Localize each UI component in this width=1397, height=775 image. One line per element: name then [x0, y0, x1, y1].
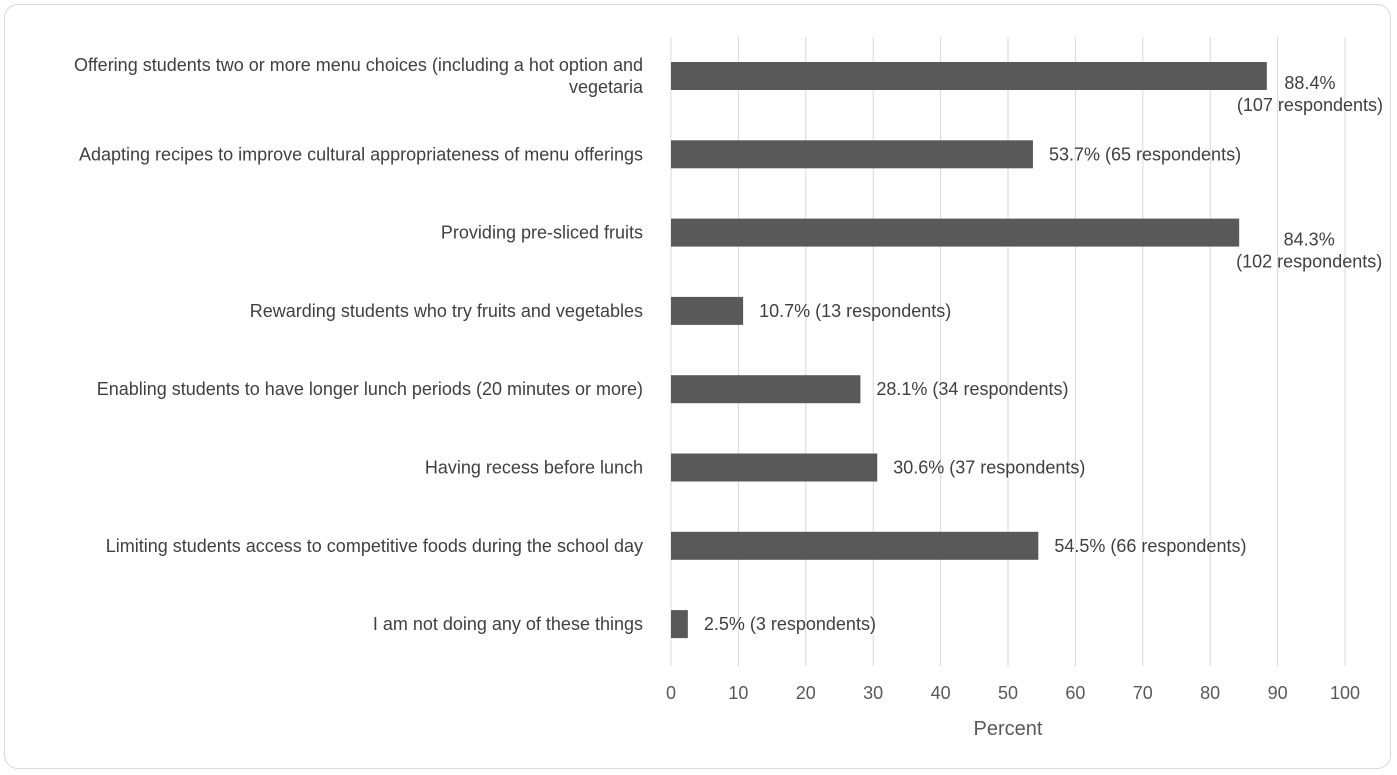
category-label: I am not doing any of these things [373, 614, 643, 634]
data-label: 53.7% (65 respondents) [1049, 144, 1241, 164]
data-label: 28.1% (34 respondents) [876, 379, 1068, 399]
category-label: Adapting recipes to improve cultural app… [79, 144, 643, 164]
x-tick-label: 0 [666, 683, 676, 703]
bar [671, 296, 744, 325]
x-axis-title: Percent [974, 718, 1043, 740]
x-tick-label: 100 [1330, 683, 1360, 703]
bars [671, 62, 1267, 639]
data-label: 84.3% (102 respondents) [1236, 230, 1382, 272]
x-tick-label: 10 [728, 683, 748, 703]
x-tick-label: 30 [863, 683, 883, 703]
x-tick-label: 50 [998, 683, 1018, 703]
bar [671, 140, 1033, 169]
x-tick-labels: 0 10 20 30 40 50 60 70 80 90 100 [666, 683, 1360, 703]
bar [671, 531, 1039, 560]
bar [671, 218, 1240, 247]
x-tick-label: 40 [931, 683, 951, 703]
bar [671, 610, 688, 639]
category-label: Offering students two or more menu choic… [74, 55, 644, 97]
category-label: Providing pre-sliced fruits [441, 223, 643, 243]
bar [671, 375, 861, 404]
category-label: Limiting students access to competitive … [106, 536, 643, 556]
bar [671, 62, 1267, 90]
bar [671, 453, 878, 482]
category-label: Enabling students to have longer lunch p… [97, 379, 643, 399]
x-tick-label: 70 [1133, 683, 1153, 703]
data-labels: 88.4% (107 respondents) 53.7% (65 responde… [704, 73, 1383, 634]
category-label: Rewarding students who try fruits and ve… [250, 301, 643, 321]
x-tick-label: 60 [1065, 683, 1085, 703]
data-label: 54.5% (66 respondents) [1054, 536, 1246, 556]
x-tick-label: 80 [1200, 683, 1220, 703]
category-labels: Offering students two or more menu choic… [74, 55, 644, 634]
data-label: 30.6% (37 respondents) [893, 458, 1085, 478]
gridlines [670, 37, 1346, 666]
data-label: 2.5% (3 respondents) [704, 614, 876, 634]
data-label: 10.7% (13 respondents) [759, 301, 951, 321]
x-tick-label: 20 [796, 683, 816, 703]
data-label: 88.4% (107 respondents) [1237, 73, 1383, 115]
category-label: Having recess before lunch [425, 458, 643, 478]
x-tick-label: 90 [1268, 683, 1288, 703]
